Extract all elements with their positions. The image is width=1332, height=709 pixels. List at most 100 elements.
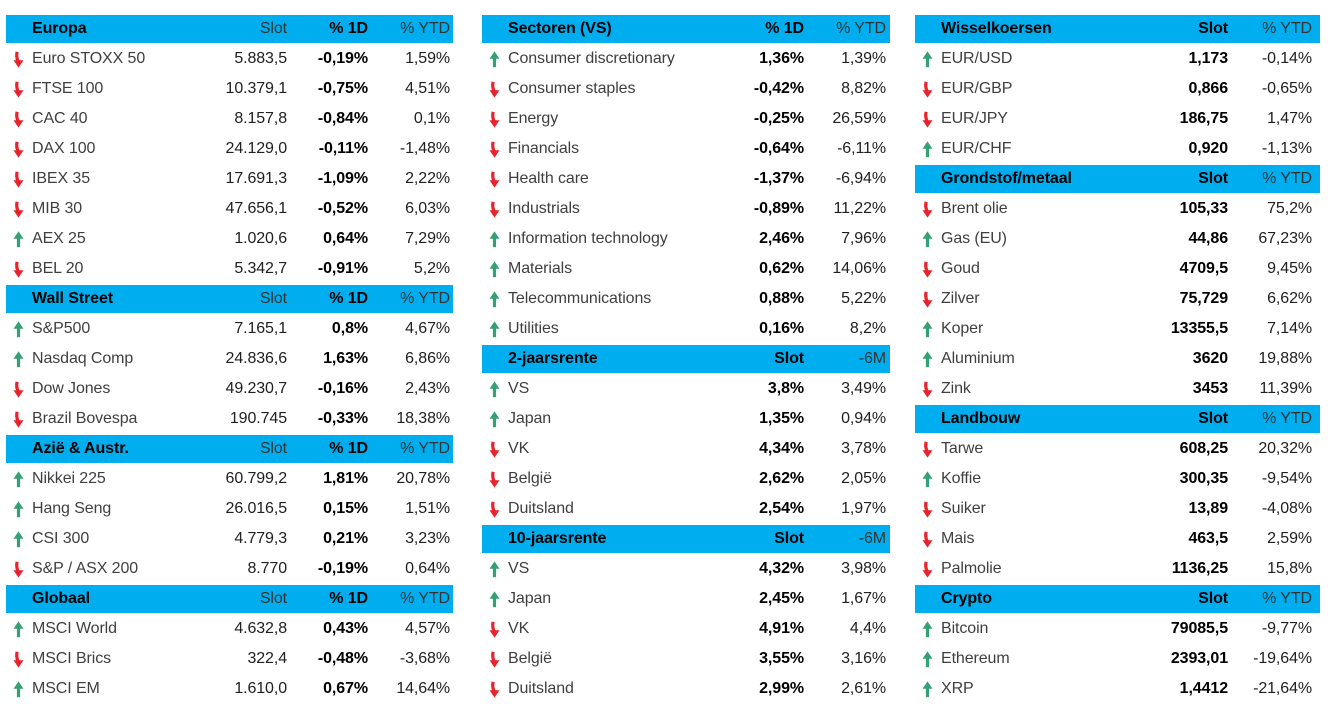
column-header: Slot [1198, 410, 1228, 427]
value-cell: 44,86 [1188, 230, 1228, 247]
table-row: Suiker 13,89 -4,08% [915, 494, 1320, 524]
table-row: Nasdaq Comp 24.836,6 1,63% 6,86% [6, 344, 453, 374]
instrument-name: Materials [508, 260, 573, 277]
value-cell: -0,42% [753, 80, 804, 97]
table-row: Mais 463,5 2,59% [915, 524, 1320, 554]
table-2-jaarsrente: 2-jaarsrente Slot -6M VS 3,8% 3,49% Japan 1,35%… [482, 345, 890, 524]
value-cell: 3,23% [405, 530, 450, 547]
arrow-down-icon [482, 674, 508, 704]
instrument-name: BEL 20 [32, 260, 84, 277]
arrow-up-icon [482, 254, 508, 284]
table-europa: Europa Slot % 1D % YTD Euro STOXX 50 5.883,5 -… [6, 15, 453, 284]
table-row: Financials -0,64% -6,11% [482, 134, 890, 164]
arrow-down-icon [915, 104, 941, 134]
table-row: MSCI World 4.632,8 0,43% 4,57% [6, 614, 453, 644]
value-cell: 4,32% [759, 560, 804, 577]
instrument-name: Energy [508, 110, 559, 127]
value-cell: 1,36% [759, 50, 804, 67]
arrow-down-icon [482, 134, 508, 164]
value-cell: -6,94% [835, 170, 886, 187]
instrument-name: Brent olie [941, 200, 1008, 217]
value-cell: 322,4 [247, 650, 287, 667]
value-cell: -9,77% [1261, 620, 1312, 637]
arrow-down-icon [915, 254, 941, 284]
arrow-down-icon [6, 194, 32, 224]
value-cell: 0,8% [331, 320, 368, 337]
header-spacer [915, 405, 941, 433]
table-wisselkoersen: Wisselkoersen Slot % YTD EUR/USD 1,173 -0,14%… [915, 15, 1320, 164]
value-cell: 1,4412 [1179, 680, 1228, 697]
value-cell: 4,34% [759, 440, 804, 457]
value-cell: -0,91% [317, 260, 368, 277]
arrow-down-icon [6, 254, 32, 284]
value-cell: -0,64% [753, 140, 804, 157]
instrument-name: Goud [941, 260, 980, 277]
value-cell: 15,8% [1267, 560, 1312, 577]
value-cell: 13,89 [1188, 500, 1228, 517]
column-header: % YTD [400, 590, 450, 607]
arrow-down-icon [6, 74, 32, 104]
table-row: EUR/GBP 0,866 -0,65% [915, 74, 1320, 104]
column-header: % YTD [1262, 170, 1312, 187]
value-cell: 2,59% [1267, 530, 1312, 547]
value-cell: 5,22% [841, 290, 886, 307]
value-cell: 26,59% [832, 110, 886, 127]
value-cell: 24.129,0 [225, 140, 288, 157]
value-cell: 19,88% [1258, 350, 1312, 367]
instrument-name: België [508, 470, 552, 487]
header-spacer [6, 435, 32, 463]
column-header: Slot [774, 350, 804, 367]
value-cell: -0,16% [317, 380, 368, 397]
table-row: Consumer staples -0,42% 8,82% [482, 74, 890, 104]
arrow-down-icon [482, 194, 508, 224]
table-row: België 2,62% 2,05% [482, 464, 890, 494]
table-title: Azië & Austr. [32, 440, 129, 457]
table-landbouw: Landbouw Slot % YTD Tarwe 608,25 20,32% Koffie… [915, 405, 1320, 584]
arrow-down-icon [6, 644, 32, 674]
arrow-up-icon [482, 314, 508, 344]
table-header: Wall Street Slot % 1D % YTD [6, 285, 453, 313]
value-cell: 0,43% [323, 620, 368, 637]
value-cell: 1,35% [759, 410, 804, 427]
value-cell: 0,21% [323, 530, 368, 547]
table-header: Landbouw Slot % YTD [915, 405, 1320, 433]
instrument-name: Zink [941, 380, 971, 397]
value-cell: 7,96% [841, 230, 886, 247]
instrument-name: XRP [941, 680, 974, 697]
column-2: Sectoren (VS) % 1D % YTD Consumer discretio… [482, 14, 890, 704]
value-cell: -6,11% [837, 140, 886, 157]
instrument-name: Bitcoin [941, 620, 989, 637]
value-cell: -0,19% [317, 560, 368, 577]
instrument-name: Brazil Bovespa [32, 410, 138, 427]
instrument-name: VS [508, 560, 530, 577]
table-row: DAX 100 24.129,0 -0,11% -1,48% [6, 134, 453, 164]
instrument-name: Japan [508, 410, 552, 427]
column-header: Slot [1198, 590, 1228, 607]
arrow-down-icon [6, 134, 32, 164]
value-cell: 6,62% [1267, 290, 1312, 307]
arrow-up-icon [915, 134, 941, 164]
value-cell: 4,67% [405, 320, 450, 337]
header-spacer [6, 285, 32, 313]
instrument-name: S&P500 [32, 320, 91, 337]
arrow-up-icon [482, 44, 508, 74]
value-cell: 24.836,6 [225, 350, 288, 367]
value-cell: 186,75 [1179, 110, 1228, 127]
value-cell: 0,866 [1188, 80, 1228, 97]
value-cell: 6,03% [405, 200, 450, 217]
value-cell: -0,19% [317, 50, 368, 67]
table-row: CSI 300 4.779,3 0,21% 3,23% [6, 524, 453, 554]
value-cell: -0,84% [317, 110, 368, 127]
table-header: 2-jaarsrente Slot -6M [482, 345, 890, 373]
value-cell: 1,173 [1188, 50, 1228, 67]
table-title: Globaal [32, 590, 90, 607]
value-cell: 4,91% [759, 620, 804, 637]
instrument-name: EUR/CHF [941, 140, 1012, 157]
arrow-up-icon [6, 674, 32, 704]
value-cell: -0,52% [317, 200, 368, 217]
instrument-name: Duitsland [508, 500, 574, 517]
table-row: Bitcoin 79085,5 -9,77% [915, 614, 1320, 644]
table-row: S&P / ASX 200 8.770 -0,19% 0,64% [6, 554, 453, 584]
column-header: % YTD [1262, 410, 1312, 427]
arrow-up-icon [482, 554, 508, 584]
